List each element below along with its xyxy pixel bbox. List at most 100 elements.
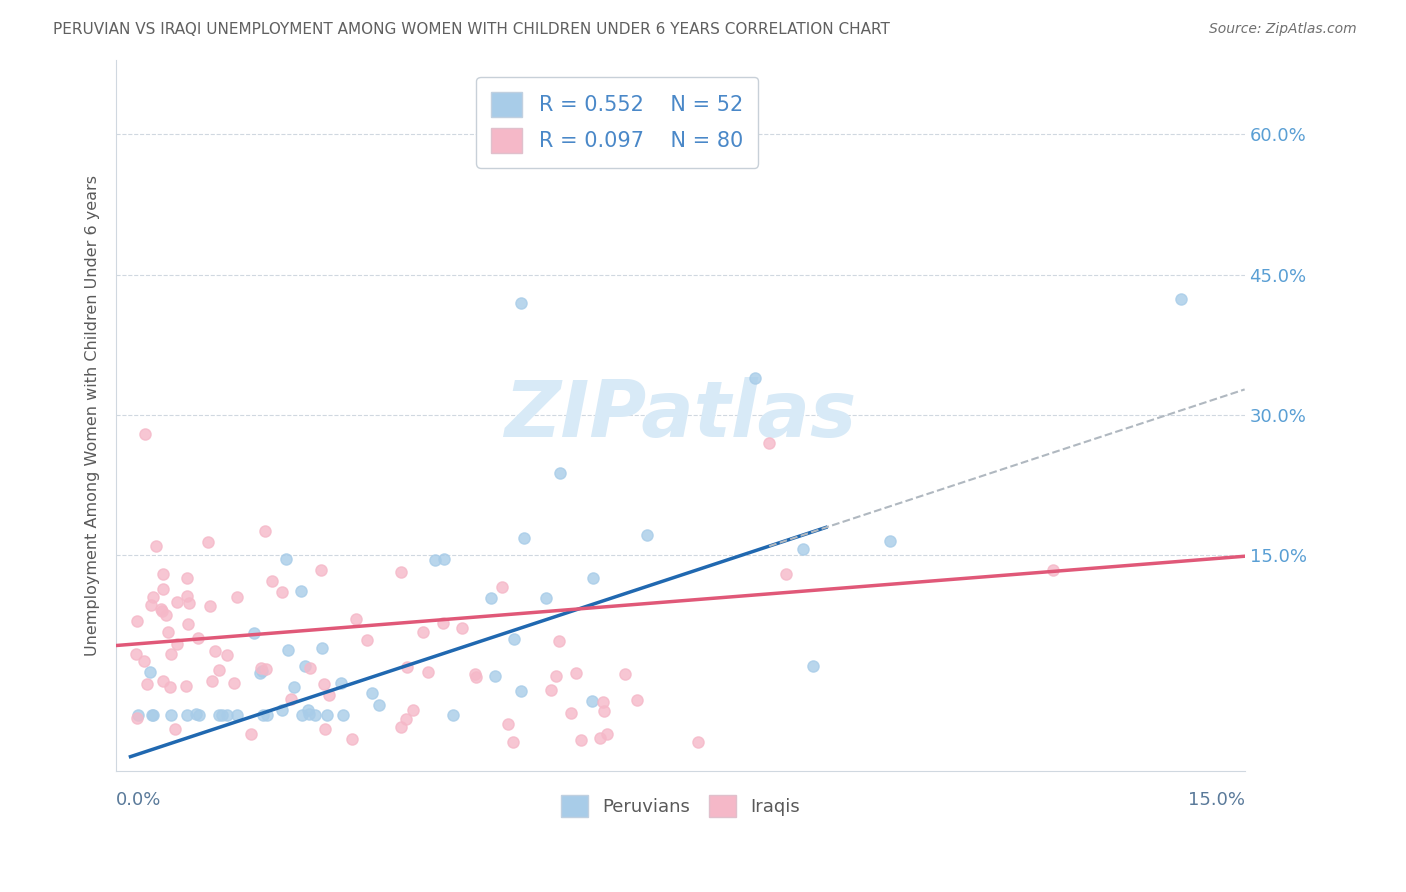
Legend: Peruvians, Iraqis: Peruvians, Iraqis (553, 786, 808, 826)
Point (160, 707, 183, 722)
Point (152, 604, 174, 618)
Point (260, 574, 283, 588)
Point (139, 598, 162, 612)
Point (360, 686, 382, 700)
Point (294, 658, 316, 673)
Point (626, 692, 648, 706)
Point (152, 674, 174, 689)
Point (150, 602, 173, 616)
Point (540, 683, 562, 698)
Point (318, 688, 340, 702)
Point (254, 524, 277, 538)
Point (134, 426, 156, 441)
Point (270, 703, 292, 717)
Point (166, 637, 188, 651)
Point (297, 703, 319, 717)
Text: 0.0%: 0.0% (117, 791, 162, 809)
Point (496, 716, 519, 731)
Point (582, 570, 605, 584)
Point (879, 534, 901, 549)
Point (252, 707, 274, 722)
Point (142, 707, 165, 722)
Point (395, 660, 418, 674)
Point (198, 599, 221, 613)
Point (418, 665, 440, 679)
Point (249, 665, 271, 680)
Point (450, 621, 472, 635)
Point (208, 707, 231, 722)
Point (592, 696, 614, 710)
Point (197, 534, 219, 549)
Point (179, 596, 201, 610)
Point (159, 681, 181, 695)
Point (314, 723, 336, 737)
Point (254, 662, 277, 676)
Point (141, 707, 163, 722)
Point (441, 707, 464, 722)
Point (316, 707, 339, 722)
Point (145, 540, 167, 554)
Point (139, 665, 162, 680)
Point (356, 632, 378, 647)
Text: 15.0%: 15.0% (1188, 791, 1244, 809)
Point (534, 591, 557, 605)
Point (758, 436, 780, 450)
Point (801, 658, 824, 673)
Point (132, 654, 155, 668)
Point (581, 693, 603, 707)
Point (548, 634, 571, 648)
Point (298, 661, 321, 675)
Point (250, 665, 273, 679)
Point (208, 663, 231, 677)
Point (226, 707, 249, 722)
Text: PERUVIAN VS IRAQI UNEMPLOYMENT AMONG WOMEN WITH CHILDREN UNDER 6 YEARS CORRELATI: PERUVIAN VS IRAQI UNEMPLOYMENT AMONG WOM… (53, 22, 890, 37)
Point (152, 567, 174, 582)
Point (239, 727, 262, 741)
Point (329, 676, 352, 690)
Point (464, 666, 486, 681)
Point (298, 706, 321, 721)
Point (389, 565, 412, 579)
Point (311, 564, 333, 578)
Point (491, 580, 513, 594)
Point (277, 642, 299, 657)
Point (152, 582, 174, 596)
Point (389, 720, 412, 734)
Point (187, 631, 209, 645)
Point (513, 531, 536, 545)
Point (250, 661, 273, 675)
Point (503, 632, 526, 646)
Point (165, 722, 187, 736)
Point (595, 727, 617, 741)
Point (636, 527, 658, 541)
Point (276, 552, 298, 566)
Point (614, 666, 637, 681)
Point (155, 608, 177, 623)
Point (314, 677, 336, 691)
Point (569, 732, 592, 747)
Point (157, 624, 180, 639)
Point (166, 595, 188, 609)
Point (215, 648, 238, 662)
Point (142, 591, 165, 605)
Point (744, 370, 766, 384)
Point (593, 704, 616, 718)
Point (187, 707, 209, 722)
Point (311, 640, 333, 655)
Point (271, 584, 294, 599)
Point (177, 616, 200, 631)
Point (564, 666, 586, 681)
Point (225, 590, 247, 604)
Point (560, 706, 582, 720)
Point (502, 735, 524, 749)
Point (291, 707, 314, 722)
Point (509, 684, 531, 698)
Point (344, 612, 367, 626)
Point (135, 677, 157, 691)
Point (792, 541, 814, 556)
Point (290, 584, 312, 599)
Text: ZIPatlas: ZIPatlas (505, 377, 856, 453)
Point (423, 553, 446, 567)
Point (280, 692, 302, 706)
Point (412, 625, 434, 640)
